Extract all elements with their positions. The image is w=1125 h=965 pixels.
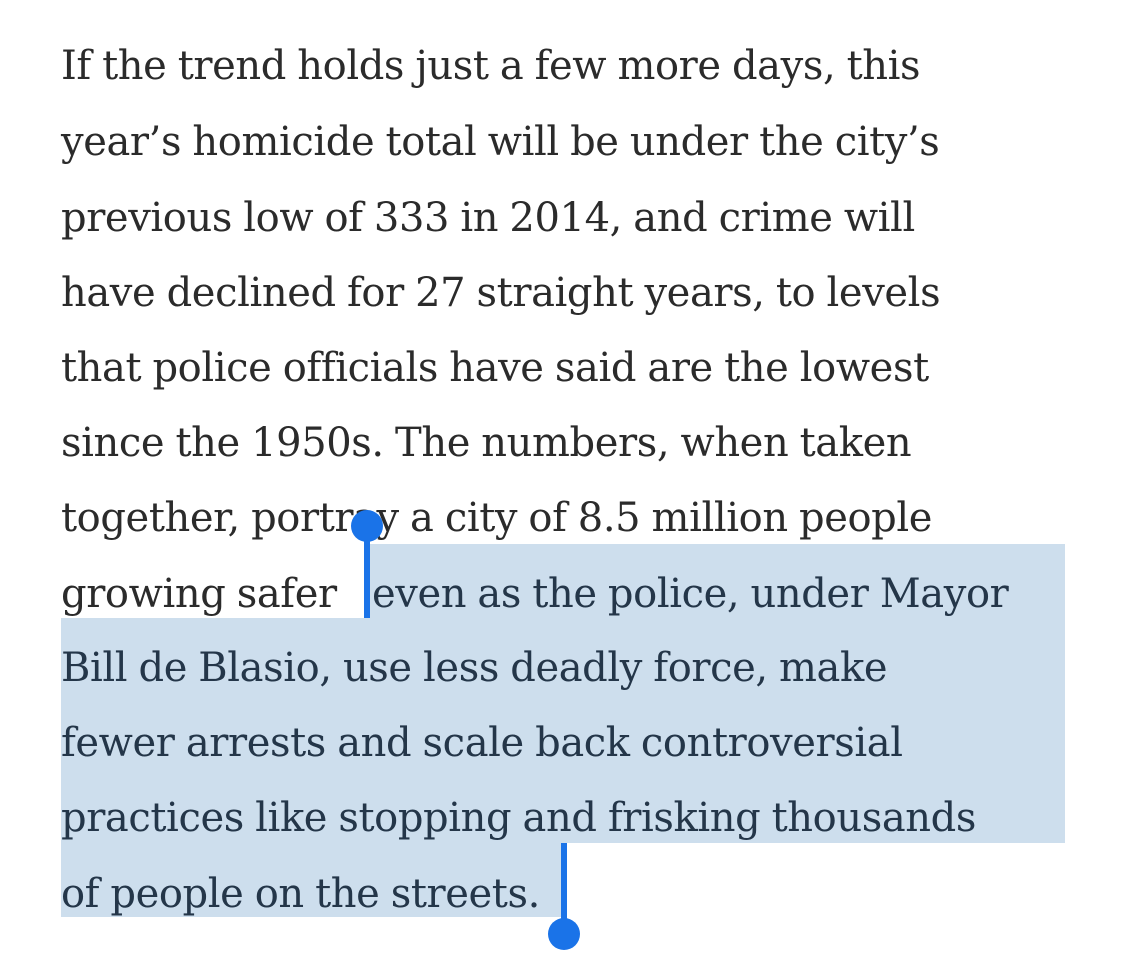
paragraph-line[interactable]: since the 1950s. The numbers, when taken	[61, 420, 912, 466]
selection-highlight-line-8	[368, 544, 1065, 620]
paragraph-line[interactable]: If the trend holds just a few more days,…	[61, 43, 921, 89]
paragraph-line-selected[interactable]: fewer arrests and scale back controversi…	[61, 720, 903, 766]
selection-highlight-lines-9-12	[61, 618, 1065, 843]
paragraph-line-selected-part[interactable]: even as the police, under Mayor	[372, 571, 1009, 617]
paragraph-line[interactable]: together, portray a city of 8.5 million …	[61, 495, 933, 541]
paragraph-line[interactable]: have declined for 27 straight years, to …	[61, 270, 941, 316]
paragraph-line[interactable]: that police officials have said are the …	[61, 345, 929, 391]
paragraph-line-unselected-part[interactable]: growing safer	[61, 571, 349, 617]
selection-end-handle-knob[interactable]	[548, 918, 580, 950]
paragraph-line[interactable]: year’s homicide total will be under the …	[61, 119, 940, 165]
paragraph-line-selected[interactable]: Bill de Blasio, use less deadly force, m…	[61, 645, 888, 691]
paragraph-line-selected[interactable]: practices like stopping and frisking tho…	[61, 795, 976, 841]
selection-end-handle-bar[interactable]	[561, 843, 567, 935]
selection-highlight-line-13	[61, 843, 566, 917]
selection-start-handle-bar[interactable]	[364, 530, 370, 618]
paragraph-line[interactable]: previous low of 333 in 2014, and crime w…	[61, 195, 915, 241]
paragraph-line-selected[interactable]: of people on the streets.	[61, 871, 540, 917]
